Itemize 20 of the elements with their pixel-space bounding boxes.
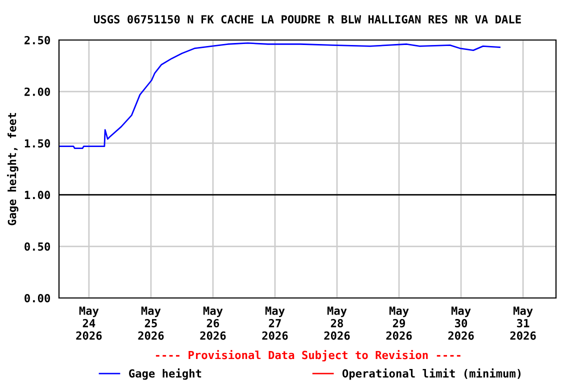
x-tick-label: May 24 2026 [76, 306, 102, 340]
y-tick-label: 1.50 [24, 139, 50, 148]
y-axis-title: Gage height, feet [7, 113, 18, 226]
x-tick-label: May 26 2026 [200, 306, 226, 340]
y-tick-label: 1.00 [24, 190, 50, 200]
y-tick-label: 2.50 [24, 36, 50, 44]
x-tick-label: May 25 2026 [138, 306, 164, 340]
legend-label: Operational limit (minimum) [342, 368, 521, 380]
y-tick-label: 0.00 [24, 294, 50, 302]
x-tick-label: May 30 2026 [448, 306, 474, 340]
x-tick-label: May 29 2026 [386, 306, 412, 340]
x-tick-label: May 28 2026 [324, 306, 350, 340]
chart-title: USGS 06751150 N FK CACHE LA POUDRE R BLW HALLIGAN RES NR VA DALE [94, 15, 521, 24]
legend-label: Gage height [129, 368, 202, 380]
y-tick-label: 0.50 [24, 242, 50, 251]
x-tick-label: May 27 2026 [262, 306, 288, 340]
x-tick-label: May 31 2026 [510, 306, 536, 340]
line-series [59, 42, 500, 150]
y-tick-label: 2.00 [24, 88, 50, 96]
text: ---- Provisional Data Subject to Revision ---- [156, 350, 460, 362]
